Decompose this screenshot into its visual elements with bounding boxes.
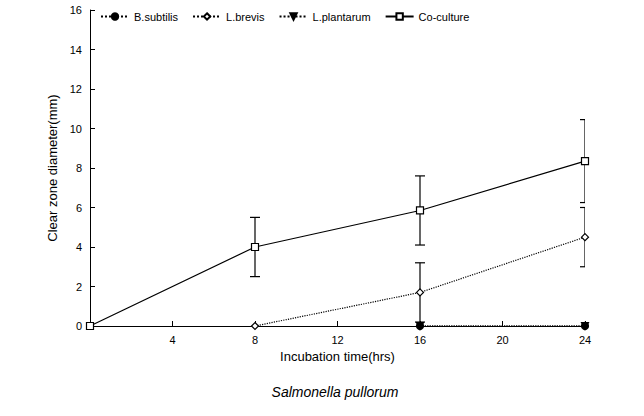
svg-text:0: 0 [76,320,82,332]
svg-text:16: 16 [414,334,426,346]
svg-text:14: 14 [70,44,82,56]
svg-text:20: 20 [496,334,508,346]
svg-text:24: 24 [579,334,591,346]
svg-text:Clear zone diameter(mm): Clear zone diameter(mm) [45,94,60,241]
svg-text:4: 4 [169,334,175,346]
svg-text:Co-culture: Co-culture [419,11,470,23]
svg-text:Salmonella pullorum: Salmonella pullorum [272,384,399,400]
svg-text:L.brevis: L.brevis [226,11,265,23]
svg-text:12: 12 [70,83,82,95]
svg-text:8: 8 [76,162,82,174]
svg-text:Incubation time(hrs): Incubation time(hrs) [280,349,395,364]
svg-text:2: 2 [76,281,82,293]
svg-text:8: 8 [252,334,258,346]
svg-text:6: 6 [76,202,82,214]
svg-text:4: 4 [76,241,82,253]
svg-text:B.subtilis: B.subtilis [134,11,179,23]
svg-text:12: 12 [331,334,343,346]
svg-text:L.plantarum: L.plantarum [313,11,371,23]
svg-text:16: 16 [70,4,82,16]
svg-text:10: 10 [70,123,82,135]
